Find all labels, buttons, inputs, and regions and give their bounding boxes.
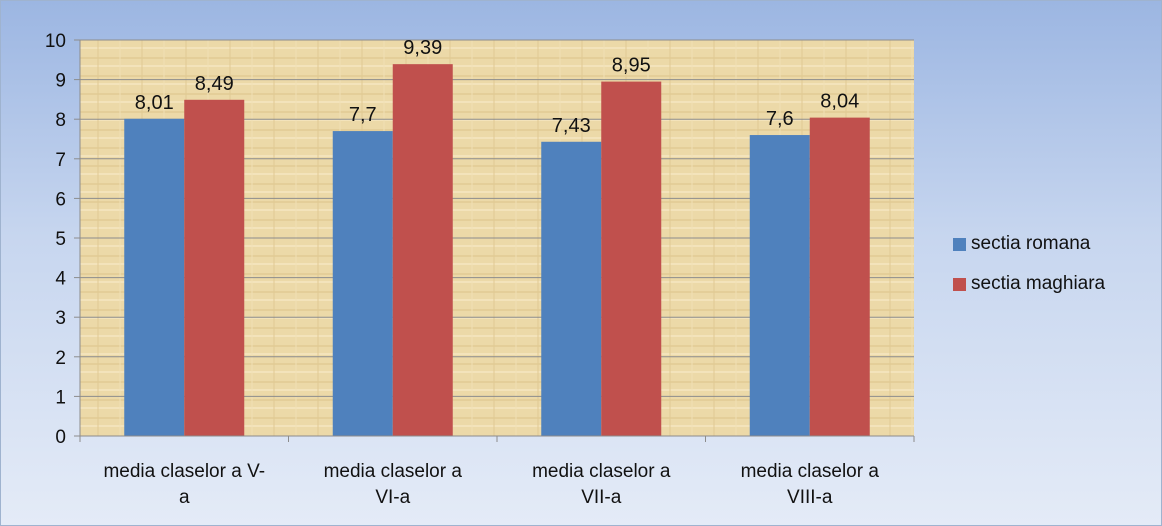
data-label: 8,49 <box>195 73 234 95</box>
data-label: 7,6 <box>766 108 794 130</box>
y-tick-label: 5 <box>55 229 66 250</box>
legend-item-sectia-romana: sectia romana <box>953 233 1105 254</box>
x-category-label-line: media claselor a <box>741 461 880 482</box>
bar-sectia-maghiara <box>184 99 245 437</box>
x-category-label-line: media claselor a <box>324 461 463 482</box>
y-tick-label: 1 <box>55 387 66 408</box>
y-tick-label: 7 <box>55 150 66 171</box>
legend-label-sectia-romana: sectia romana <box>971 233 1091 254</box>
y-tick-label: 2 <box>55 348 66 369</box>
legend-swatch-sectia-maghiara <box>953 277 966 291</box>
legend: sectia romana sectia maghiara <box>953 233 1106 314</box>
x-category-label: media claselor a VIII-a <box>741 461 880 508</box>
x-category-label: media claselor a VI-a <box>324 461 463 508</box>
axes: 0 1 2 3 4 5 6 7 8 9 10 <box>45 31 915 448</box>
bars <box>124 64 870 437</box>
y-tick-label: 0 <box>55 427 66 448</box>
y-tick-label: 10 <box>45 31 66 52</box>
bar-sectia-romana <box>749 135 810 437</box>
x-category-label-line: VI-a <box>375 487 410 508</box>
y-tick-label: 4 <box>55 269 66 290</box>
x-category-label-line: media claselor a V- <box>103 461 265 482</box>
legend-label-sectia-maghiara: sectia maghiara <box>971 273 1106 294</box>
bar-sectia-maghiara <box>601 81 662 436</box>
legend-item-sectia-maghiara: sectia maghiara <box>953 273 1106 294</box>
y-tick-label: 3 <box>55 308 66 329</box>
bar-sectia-romana <box>124 118 185 436</box>
y-tick-label: 9 <box>55 71 66 92</box>
x-category-label-line: VII-a <box>581 487 622 508</box>
labels: 8,01 7,7 7,43 7,6 8,49 9,39 8,95 8,04 media clas… <box>103 37 879 508</box>
data-label: 8,01 <box>135 92 174 114</box>
data-label: 7,7 <box>349 104 377 126</box>
y-tick-label: 8 <box>55 110 66 131</box>
bar-sectia-maghiara <box>809 117 870 436</box>
x-category-label-line: media claselor a <box>532 461 671 482</box>
x-category-label: media claselor a VII-a <box>532 461 671 508</box>
data-label: 8,95 <box>612 55 651 77</box>
bar-sectia-romana <box>541 141 602 436</box>
x-category-label-line: a <box>179 487 190 508</box>
bar-sectia-romana <box>332 131 393 436</box>
data-label: 8,04 <box>820 91 859 113</box>
x-category-label-line: VIII-a <box>787 487 833 508</box>
legend-swatch-sectia-romana <box>953 237 966 251</box>
bar-sectia-maghiara <box>392 64 453 436</box>
data-label: 7,43 <box>552 115 591 137</box>
x-category-label: media claselor a V-a <box>103 461 265 508</box>
data-label: 9,39 <box>403 37 442 59</box>
y-tick-label: 6 <box>55 189 66 210</box>
